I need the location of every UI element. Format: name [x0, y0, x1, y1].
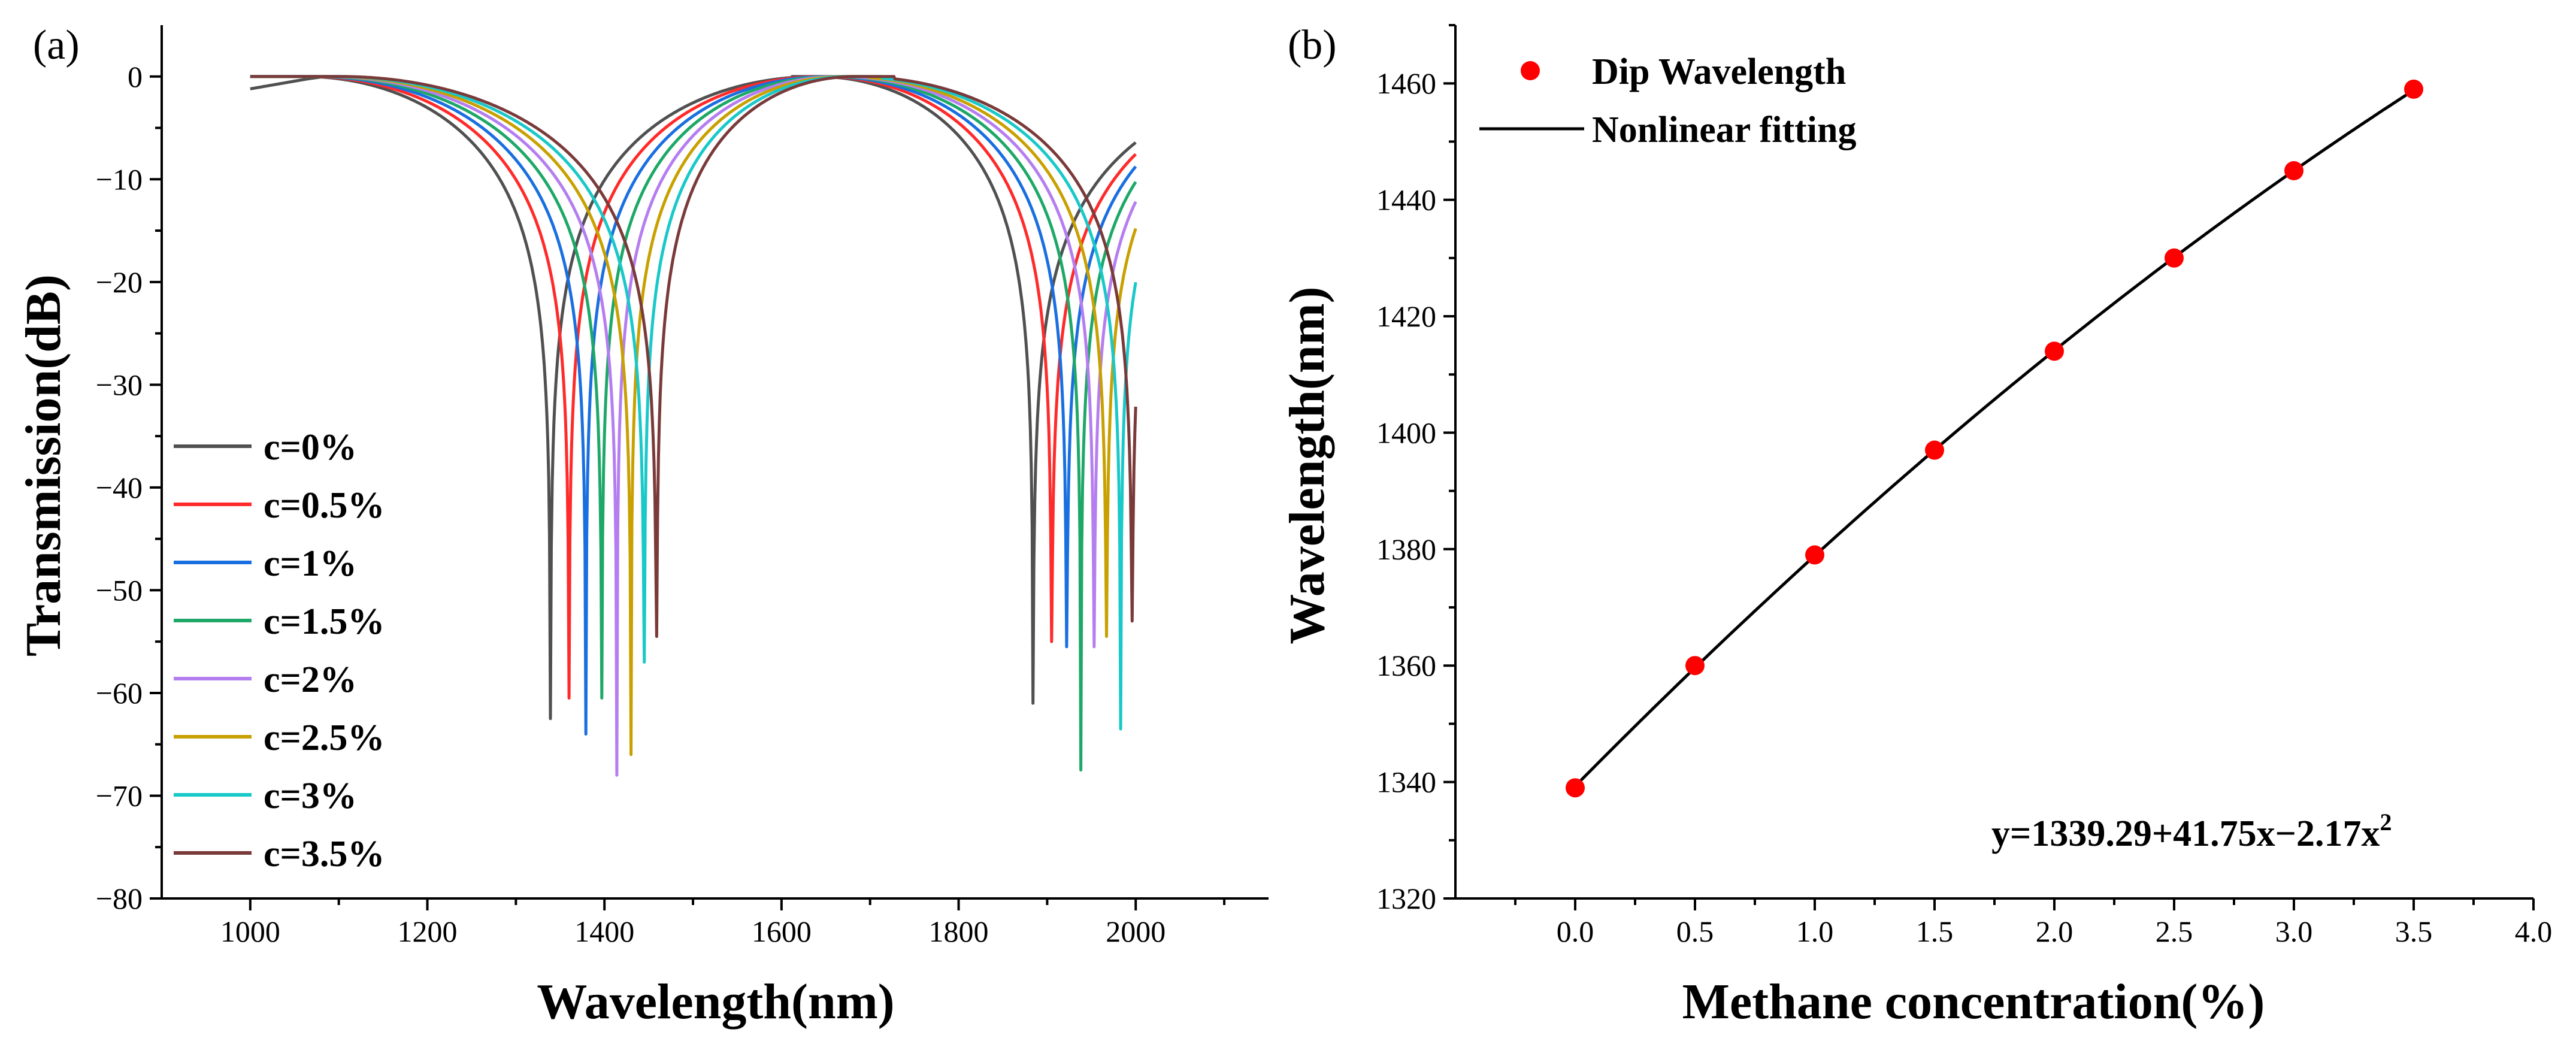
panel-b-fit [1574, 89, 2415, 788]
panel-a-curve-2 [249, 75, 1137, 736]
panel-b-x-tick-label: 3.0 [2275, 915, 2313, 948]
panel-a-legend-label: c=0.5% [264, 485, 385, 526]
panel-a-curve-4 [249, 75, 1137, 777]
panel-b-x-tick-label: 0.0 [1557, 915, 1594, 948]
panel-a-curve-7 [249, 75, 1137, 639]
panel-a-x-tick-label: 1400 [574, 915, 634, 948]
panel-b-y-tick-label: 1320 [1376, 882, 1436, 915]
panel-a-x-axis-title: Wavelength(nm) [537, 974, 894, 1030]
panel-a-curves [249, 75, 1137, 777]
panel-a-y-tick-label: 0 [128, 60, 143, 93]
panel-a-y-tick-label: −40 [96, 471, 143, 504]
panel-a-legend: c=0% c=0.5% c=1% c=1.5% c=2% c=2.5% c=3% c=3.5% [174, 427, 385, 874]
panel-b-data-point [1925, 440, 1944, 460]
panel-a-x-tick-label: 2000 [1106, 915, 1166, 948]
panel-b-dip-wavelength-chart: (b) 0.0 0.5 1.0 1.5 2.0 2.5 3.0 3.5 4.0 1320 1340 1… [1279, 22, 2552, 1030]
panel-b-data-point [2284, 161, 2303, 180]
panel-b-fit-line [1574, 89, 2415, 788]
panel-b-x-tick-label: 1.5 [1916, 915, 1954, 948]
panel-b-x-axis-title: Methane concentration(%) [1682, 974, 2265, 1030]
panel-a-y-tick-label: −10 [96, 162, 143, 196]
panel-b-points [1566, 79, 2423, 798]
panel-b-y-tick-label: 1380 [1376, 532, 1436, 566]
panel-b-x-tick-label: 2.5 [2156, 915, 2193, 948]
panel-b-data-point [1685, 656, 1705, 676]
panel-a-axes: 1000 1200 1400 1600 1800 2000 0 −10 −20 −30 −40 −50… [96, 25, 1269, 948]
panel-a-y-tick-label: −60 [96, 676, 143, 710]
panel-b-y-tick-label: 1400 [1376, 416, 1436, 449]
panel-a-y-tick-label: −30 [96, 368, 143, 401]
panel-a-legend-label: c=1% [264, 543, 357, 584]
panel-a-y-tick-label: −80 [96, 882, 143, 915]
panel-a-x-tick-label: 1200 [398, 915, 458, 948]
equation-superscript: 2 [2380, 809, 2392, 836]
panel-a-legend-label: c=2% [264, 659, 357, 700]
panel-b-x-tick-label: 0.5 [1676, 915, 1714, 948]
panel-a-label: (a) [33, 22, 80, 68]
panel-a-y-tick-label: −20 [96, 265, 143, 299]
panel-b-data-point [2045, 341, 2064, 361]
panel-b-fit-equation: y=1339.29+41.75x−2.17x2 [1991, 809, 2392, 854]
panel-b-data-point [1805, 545, 1824, 565]
panel-b-axes: 0.0 0.5 1.0 1.5 2.0 2.5 3.0 3.5 4.0 1320 1340 1360 1… [1376, 24, 2553, 948]
panel-a-legend-label: c=3% [264, 776, 357, 816]
panel-b-x-tick-label: 3.5 [2395, 915, 2433, 948]
panel-b-y-tick-label: 1340 [1376, 765, 1436, 799]
panel-a-curve-0 [249, 75, 1137, 721]
panel-a-x-tick-label: 1800 [929, 915, 989, 948]
panel-a-legend-label: c=2.5% [264, 718, 385, 758]
panel-a-curve-1 [249, 75, 1137, 700]
panel-a-x-tick-label: 1000 [220, 915, 280, 948]
panel-a-y-axis-title: Transmission(dB) [16, 274, 71, 656]
panel-a-legend-label: c=0% [264, 427, 357, 468]
panel-b-label: (b) [1288, 22, 1337, 68]
panel-a-legend-label: c=3.5% [264, 834, 385, 874]
panel-b-data-point [2165, 248, 2184, 268]
panel-b-legend-point-swatch [1521, 61, 1540, 80]
panel-a-y-tick-label: −70 [96, 779, 143, 812]
panel-b-y-tick-label: 1360 [1376, 649, 1436, 682]
panel-b-x-tick-label: 1.0 [1796, 915, 1834, 948]
panel-b-legend-label: Nonlinear fitting [1592, 110, 1856, 150]
panel-a-y-tick-label: −50 [96, 573, 143, 607]
panel-a-transmission-chart: (a) 1000 1200 1400 1600 1800 2000 0 −10 −20 −30 −4… [16, 22, 1269, 1030]
panel-b-data-point [1566, 778, 1585, 798]
panel-b-legend-label: Dip Wavelength [1592, 52, 1846, 92]
panel-b-legend: Dip Wavelength Nonlinear fitting [1479, 52, 1856, 150]
panel-b-y-tick-label: 1440 [1376, 183, 1436, 217]
panel-b-y-tick-label: 1460 [1376, 66, 1436, 100]
equation-main: y=1339.29+41.75x−2.17x [1991, 813, 2380, 854]
panel-a-curve-3 [249, 75, 1137, 772]
panel-a-x-tick-label: 1600 [752, 915, 812, 948]
panel-a-legend-label: c=1.5% [264, 601, 385, 642]
panel-b-y-axis-title: Wavelength(nm) [1279, 286, 1335, 644]
panel-b-x-tick-label: 4.0 [2515, 915, 2553, 948]
panel-b-data-point [2404, 79, 2423, 99]
panel-b-y-tick-label: 1420 [1376, 299, 1436, 333]
panel-b-x-tick-label: 2.0 [2036, 915, 2073, 948]
